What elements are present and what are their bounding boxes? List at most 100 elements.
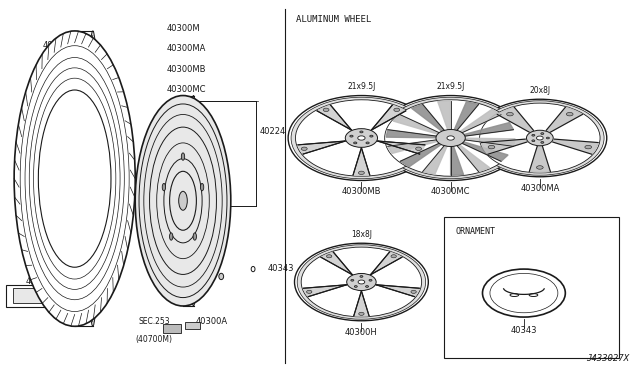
Text: 40300MA: 40300MA	[520, 184, 559, 193]
Polygon shape	[553, 139, 598, 154]
Polygon shape	[393, 115, 439, 134]
Ellipse shape	[359, 312, 364, 315]
FancyBboxPatch shape	[6, 285, 58, 307]
Text: J433027X: J433027X	[586, 355, 629, 363]
Ellipse shape	[162, 183, 166, 191]
Polygon shape	[400, 143, 441, 167]
Polygon shape	[497, 107, 534, 132]
Ellipse shape	[483, 269, 565, 317]
Polygon shape	[354, 291, 369, 316]
Ellipse shape	[527, 130, 553, 146]
Polygon shape	[464, 122, 513, 136]
Text: 40300MC: 40300MC	[167, 85, 207, 94]
Ellipse shape	[415, 147, 422, 150]
Ellipse shape	[288, 96, 435, 180]
FancyBboxPatch shape	[13, 288, 49, 303]
Ellipse shape	[170, 233, 173, 240]
Ellipse shape	[301, 147, 307, 150]
Ellipse shape	[360, 131, 363, 133]
Polygon shape	[303, 285, 348, 296]
Ellipse shape	[326, 255, 332, 258]
Ellipse shape	[566, 112, 573, 116]
Ellipse shape	[87, 31, 99, 326]
Text: ORNAMENT: ORNAMENT	[455, 227, 495, 236]
Text: 40300MB: 40300MB	[167, 64, 207, 74]
Ellipse shape	[479, 103, 600, 173]
Ellipse shape	[532, 140, 535, 142]
Text: (40700M): (40700M)	[136, 335, 173, 344]
Ellipse shape	[323, 108, 329, 112]
Ellipse shape	[297, 245, 426, 319]
Ellipse shape	[365, 286, 369, 287]
Text: 40300AA: 40300AA	[26, 277, 64, 286]
Ellipse shape	[360, 276, 363, 278]
Polygon shape	[481, 139, 527, 154]
Ellipse shape	[536, 166, 543, 169]
Polygon shape	[321, 252, 353, 275]
Text: 40343: 40343	[268, 264, 294, 273]
Polygon shape	[462, 142, 508, 161]
Polygon shape	[370, 252, 402, 275]
Text: SEC.253: SEC.253	[138, 317, 170, 327]
Polygon shape	[386, 130, 436, 138]
Text: 21x9.5J: 21x9.5J	[436, 82, 465, 91]
Ellipse shape	[307, 290, 312, 294]
Text: ALUMINUM WHEEL: ALUMINUM WHEEL	[296, 15, 371, 24]
Ellipse shape	[536, 136, 543, 140]
Ellipse shape	[14, 31, 135, 326]
Ellipse shape	[476, 101, 604, 175]
Ellipse shape	[181, 153, 185, 160]
Polygon shape	[438, 101, 451, 130]
Polygon shape	[546, 107, 582, 132]
Polygon shape	[388, 140, 437, 154]
Ellipse shape	[294, 243, 428, 321]
Text: 40343: 40343	[511, 326, 537, 334]
Ellipse shape	[200, 183, 204, 191]
Polygon shape	[377, 141, 425, 154]
Ellipse shape	[541, 133, 544, 134]
Ellipse shape	[351, 279, 354, 281]
Polygon shape	[460, 109, 501, 133]
Text: 40312: 40312	[43, 41, 69, 49]
Polygon shape	[371, 105, 406, 131]
Text: 40300MA: 40300MA	[167, 44, 207, 53]
Ellipse shape	[358, 280, 365, 284]
Ellipse shape	[189, 96, 198, 306]
Ellipse shape	[346, 129, 378, 147]
Ellipse shape	[193, 233, 196, 240]
Text: 40300A: 40300A	[196, 317, 228, 327]
Ellipse shape	[358, 136, 365, 140]
Ellipse shape	[219, 273, 223, 280]
Ellipse shape	[473, 99, 607, 177]
FancyBboxPatch shape	[444, 217, 620, 358]
Text: 18x8J: 18x8J	[351, 230, 372, 238]
Polygon shape	[529, 147, 550, 172]
Ellipse shape	[447, 136, 454, 140]
Ellipse shape	[347, 273, 376, 291]
FancyBboxPatch shape	[185, 322, 200, 329]
Polygon shape	[454, 102, 479, 130]
Polygon shape	[298, 141, 346, 154]
Polygon shape	[457, 145, 490, 171]
Text: 40300H: 40300H	[345, 328, 378, 337]
Ellipse shape	[179, 191, 188, 210]
Polygon shape	[412, 104, 444, 131]
Ellipse shape	[411, 290, 416, 294]
Ellipse shape	[380, 97, 521, 179]
Ellipse shape	[291, 97, 432, 179]
Ellipse shape	[541, 142, 544, 143]
Ellipse shape	[585, 145, 591, 149]
Ellipse shape	[135, 96, 231, 306]
Polygon shape	[451, 146, 463, 175]
Ellipse shape	[378, 96, 524, 180]
Ellipse shape	[394, 108, 399, 112]
Polygon shape	[317, 105, 352, 131]
Ellipse shape	[296, 100, 428, 176]
Text: 20x8J: 20x8J	[529, 86, 550, 94]
Ellipse shape	[366, 142, 369, 144]
Text: 40300MC: 40300MC	[431, 187, 470, 196]
Polygon shape	[376, 285, 419, 296]
Text: 21x9.5J: 21x9.5J	[348, 82, 376, 91]
Ellipse shape	[354, 142, 357, 144]
Ellipse shape	[38, 90, 111, 267]
